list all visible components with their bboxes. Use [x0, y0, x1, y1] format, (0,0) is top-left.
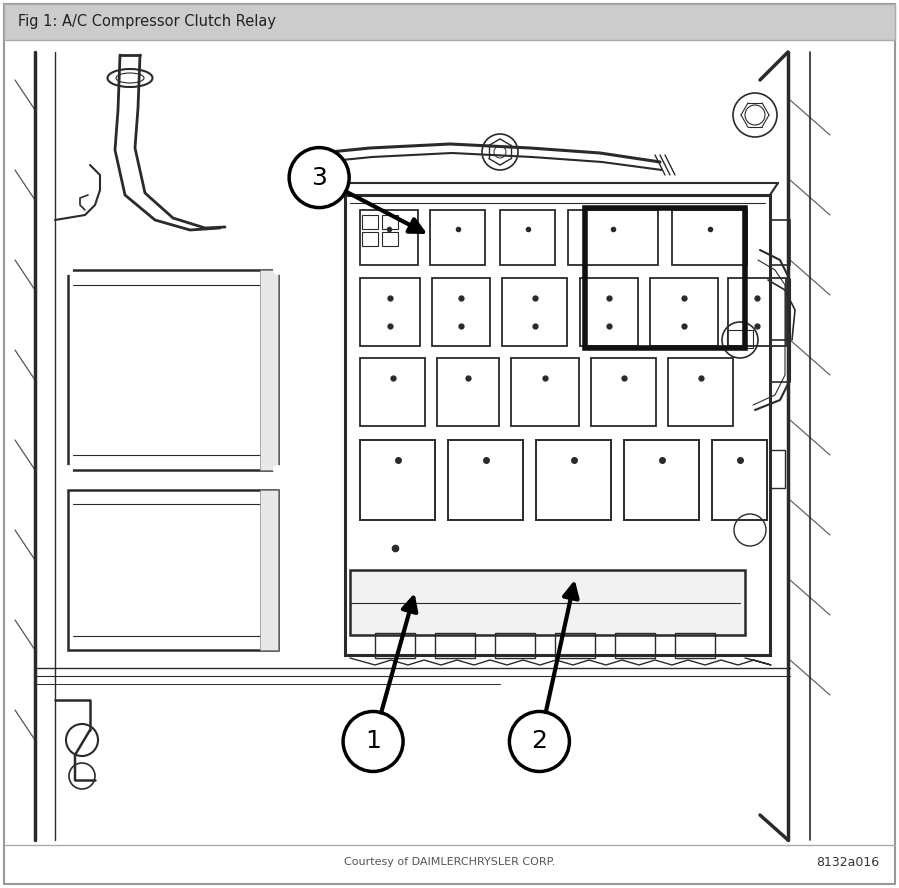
Bar [591, 358, 656, 426]
Bar [260, 270, 278, 470]
Bar [727, 330, 753, 348]
Bar [712, 440, 767, 520]
Text: 8132a016: 8132a016 [816, 855, 879, 868]
Bar [375, 633, 415, 658]
Circle shape [273, 465, 283, 475]
Bar [615, 633, 655, 658]
Bar [555, 633, 595, 658]
Bar [362, 215, 378, 229]
Bar [68, 490, 278, 650]
Bar [4, 4, 895, 40]
Bar [668, 358, 733, 426]
Bar [502, 278, 567, 346]
Bar [770, 450, 785, 488]
Bar [624, 440, 699, 520]
Bar [770, 340, 790, 382]
Text: 1: 1 [365, 729, 381, 754]
Circle shape [289, 147, 349, 208]
Bar [728, 278, 786, 346]
Bar [345, 195, 770, 655]
Bar [360, 278, 420, 346]
Circle shape [63, 465, 73, 475]
Bar [435, 633, 475, 658]
Bar [448, 440, 523, 520]
Bar [500, 210, 555, 265]
Circle shape [63, 265, 73, 275]
Bar [650, 278, 718, 346]
Bar [430, 210, 485, 265]
Text: Courtesy of DAIMLERCHRYSLER CORP.: Courtesy of DAIMLERCHRYSLER CORP. [344, 857, 555, 867]
Bar [68, 270, 278, 470]
Bar [536, 440, 611, 520]
Circle shape [343, 711, 403, 772]
Bar [511, 358, 579, 426]
Bar [360, 210, 418, 265]
Bar [437, 358, 499, 426]
Bar [382, 232, 398, 246]
Bar [360, 358, 425, 426]
Bar [495, 633, 535, 658]
Bar [362, 232, 378, 246]
Bar [675, 633, 715, 658]
Bar [350, 570, 745, 635]
Bar [360, 440, 435, 520]
Bar [585, 208, 745, 348]
Bar [382, 215, 398, 229]
Text: Fig 1: A/C Compressor Clutch Relay: Fig 1: A/C Compressor Clutch Relay [18, 14, 276, 29]
Bar [672, 210, 747, 265]
Bar [260, 490, 278, 650]
Text: 2: 2 [531, 729, 547, 754]
Circle shape [273, 265, 283, 275]
Bar [580, 278, 638, 346]
Bar [432, 278, 490, 346]
Circle shape [510, 711, 569, 772]
Text: 3: 3 [311, 165, 327, 190]
Bar [770, 220, 790, 265]
Bar [568, 210, 658, 265]
